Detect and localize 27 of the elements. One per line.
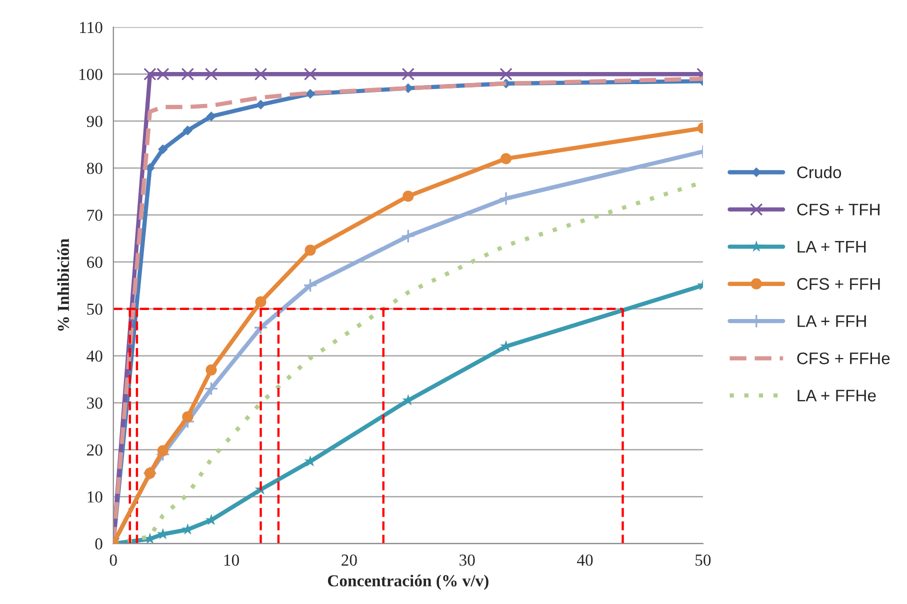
- legend-label: CFS + TFH: [797, 204, 880, 216]
- y-tick-label: 40: [86, 350, 102, 362]
- legend-label: LA + FFH: [798, 315, 866, 327]
- x-axis-title: Concentración (% v/v): [328, 574, 488, 590]
- y-tick-label: 100: [79, 68, 102, 80]
- legend-label: CFS + FFHe: [797, 352, 890, 364]
- x-tick-label: 10: [224, 554, 239, 566]
- y-tick-label: 10: [88, 491, 102, 503]
- y-tick-label: 20: [87, 444, 102, 456]
- legend-label: LA + TFH: [798, 241, 866, 252]
- x-tick-label: 20: [342, 554, 357, 566]
- y-tick-label: 80: [86, 162, 102, 174]
- y-tick-label: 110: [80, 22, 102, 34]
- y-tick-label: 0: [95, 538, 102, 550]
- legend-label: Crudo: [797, 166, 842, 178]
- x-tick-label: 30: [460, 554, 475, 566]
- y-axis-title: % Inhibición: [57, 238, 70, 331]
- y-tick-label: 50: [87, 304, 102, 315]
- legend-label: LA + FFHe: [798, 390, 876, 402]
- y-tick-label: 60: [87, 256, 102, 268]
- x-tick-label: 0: [110, 554, 117, 566]
- y-tick-label: 90: [86, 116, 102, 128]
- x-tick-label: 40: [577, 554, 593, 566]
- legend-label: CFS + FFH: [797, 278, 880, 290]
- y-tick-label: 70: [87, 210, 102, 221]
- y-tick-label: 30: [87, 397, 102, 409]
- x-tick-label: 50: [696, 554, 711, 566]
